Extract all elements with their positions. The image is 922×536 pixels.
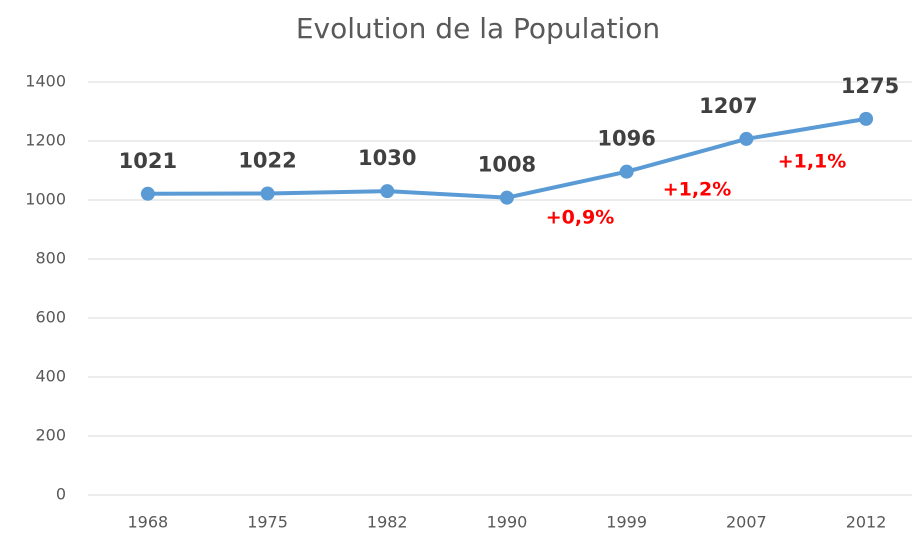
data-label: 1008 [478,153,536,177]
marker [619,164,634,179]
chart-title: Evolution de la Population [296,12,660,45]
y-tick-label: 1200 [25,131,66,150]
annotation: +1,1% [778,151,847,173]
y-tick-label: 600 [35,308,66,327]
x-tick-label: 1999 [606,513,647,532]
y-tick-label: 200 [35,426,66,445]
y-tick-label: 400 [35,367,66,386]
x-tick-label: 2012 [846,513,887,532]
data-label: 1021 [119,149,177,173]
x-tick-label: 1982 [367,513,408,532]
marker [260,186,275,201]
data-label: 1096 [597,127,655,151]
marker [380,184,395,199]
y-tick-label: 800 [35,249,66,268]
marker [859,111,874,126]
x-tick-label: 1975 [247,513,288,532]
marker [739,131,754,146]
x-tick-label: 1968 [127,513,168,532]
y-tick-label: 0 [56,485,66,504]
annotation: +1,2% [663,179,732,201]
marker [499,190,514,205]
marker [140,186,155,201]
x-tick-label: 1990 [487,513,528,532]
y-tick-label: 1400 [25,72,66,91]
data-label: 1030 [358,146,416,170]
x-tick-label: 2007 [726,513,767,532]
annotation: +0,9% [546,207,615,229]
data-label: 1207 [699,94,757,118]
y-tick-label: 1000 [25,190,66,209]
data-label: 1275 [841,74,899,98]
data-label: 1022 [238,149,296,173]
